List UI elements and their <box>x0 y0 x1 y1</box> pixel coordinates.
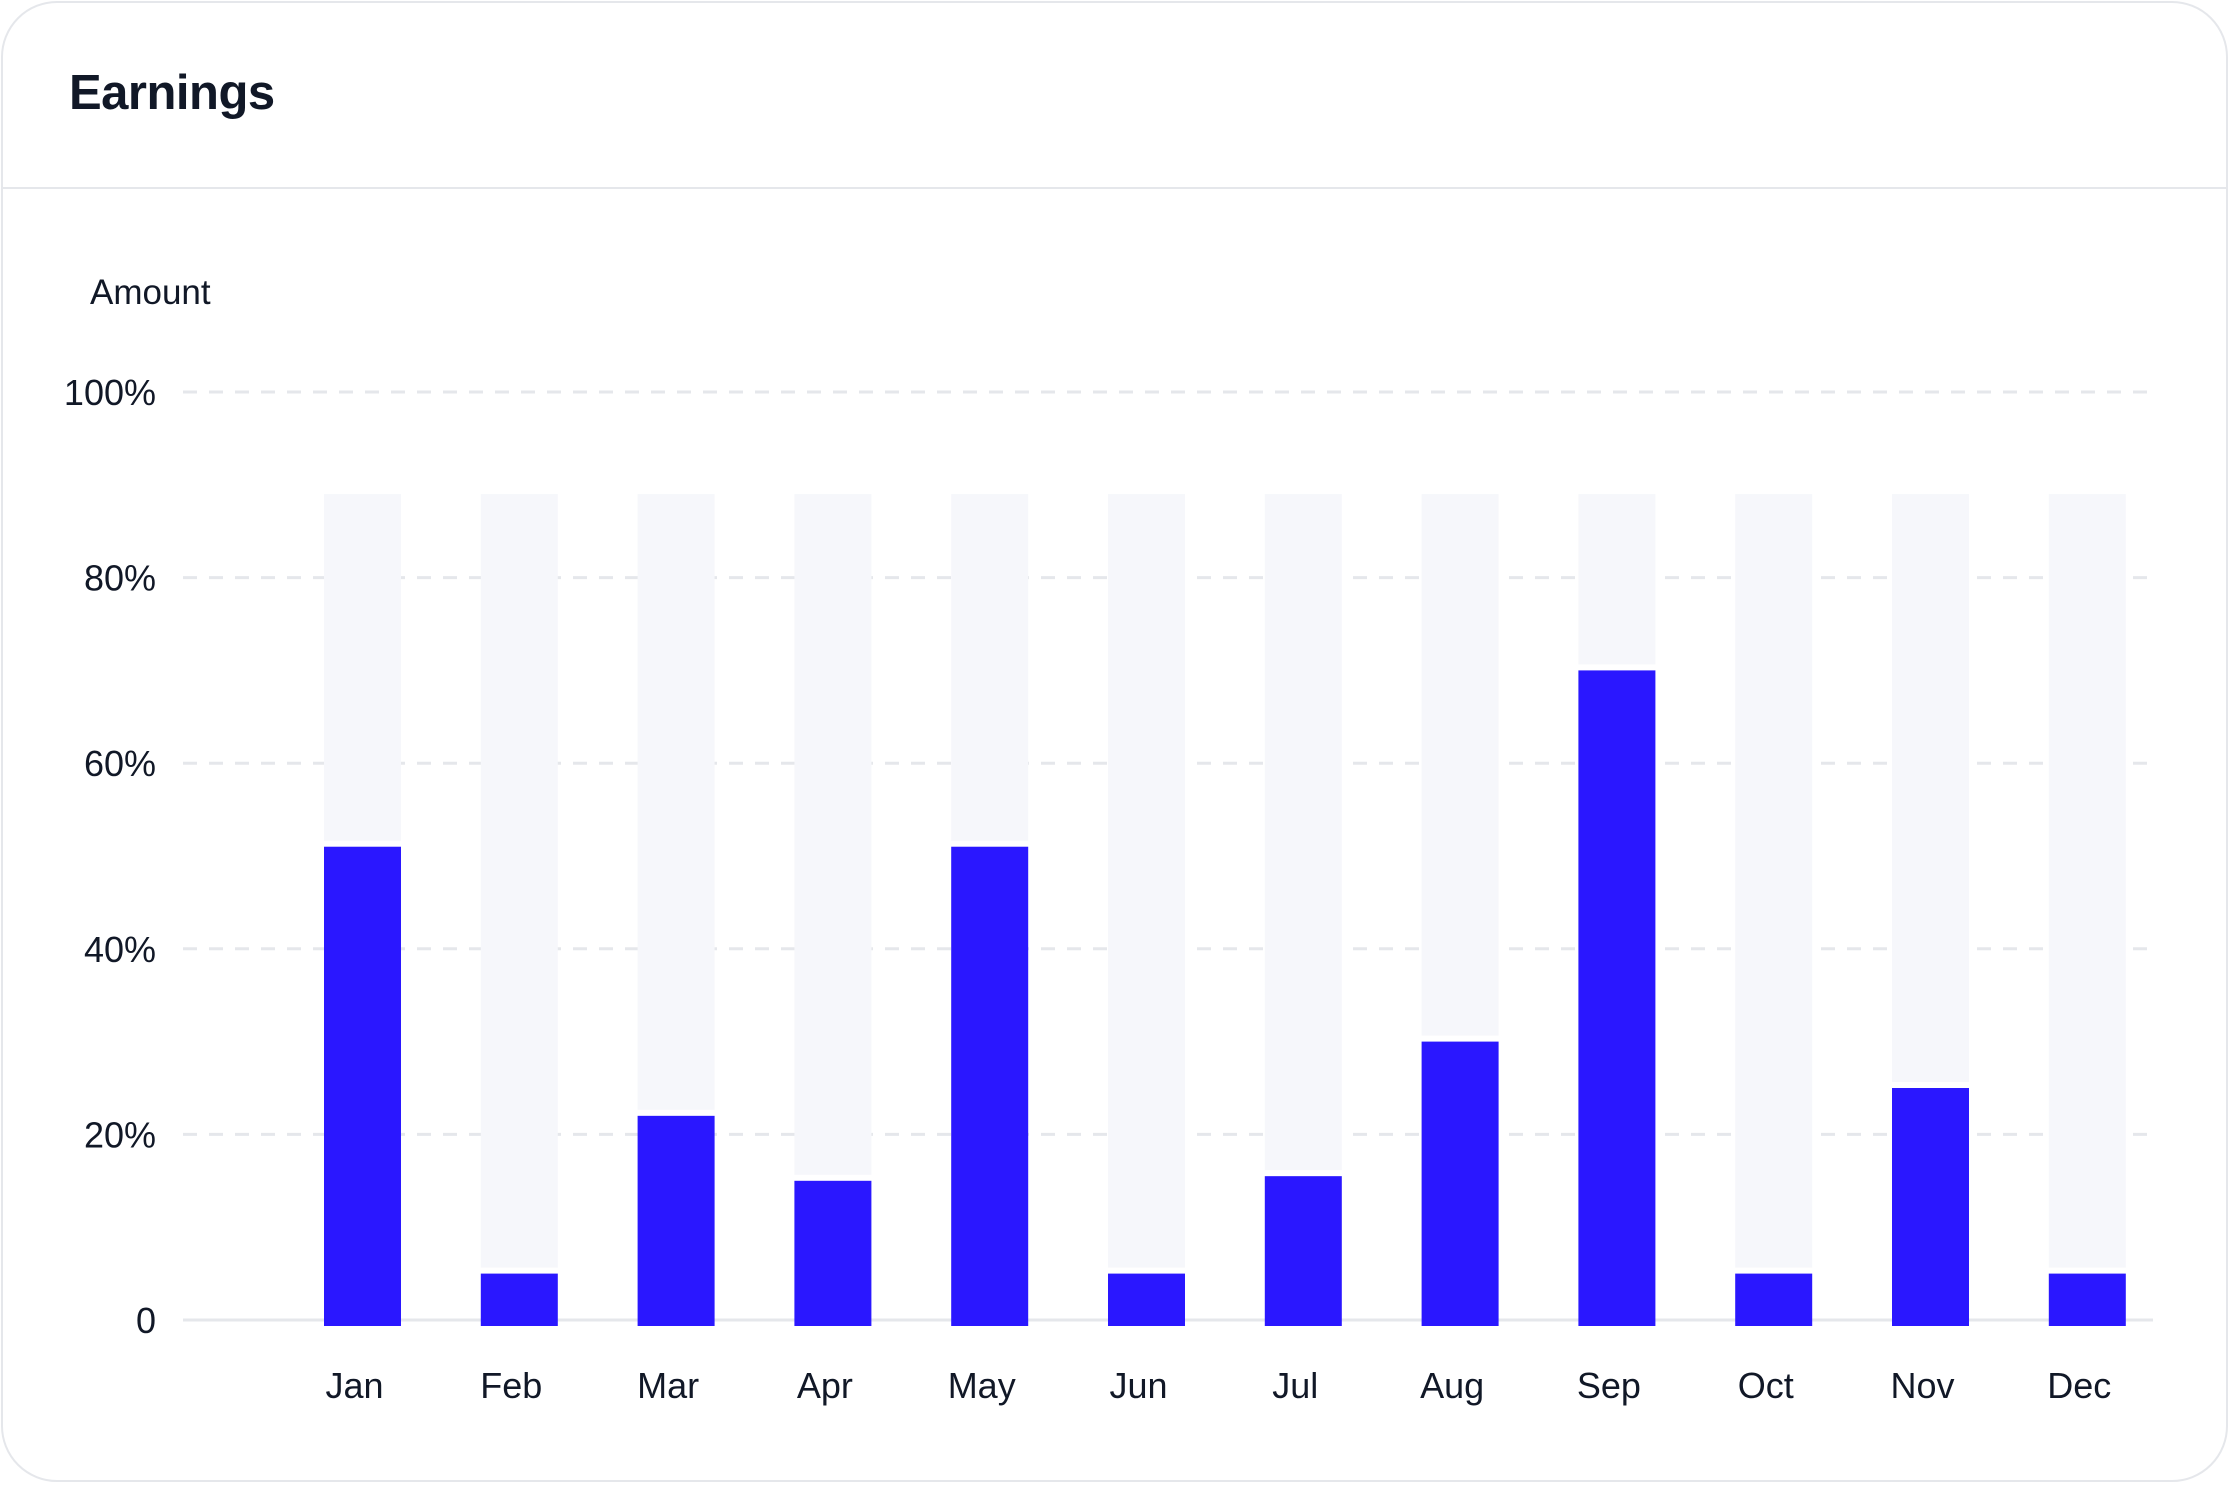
x-tick-label: Mar <box>637 1365 699 1406</box>
bar-track <box>1735 494 1813 1268</box>
bar-track <box>951 494 1029 841</box>
bar-track <box>1578 494 1656 665</box>
y-tick-label: 100% <box>64 372 156 413</box>
x-tick-label: Dec <box>2047 1365 2111 1406</box>
x-tick-label: Jul <box>1272 1365 1318 1406</box>
x-tick-label: Jun <box>1109 1365 1167 1406</box>
x-tick-label: Feb <box>480 1365 542 1406</box>
bar-track <box>480 494 558 1268</box>
bar-nov[interactable] <box>1892 1088 1969 1326</box>
x-tick-label: Aug <box>1420 1365 1484 1406</box>
bar-track <box>637 494 715 1110</box>
earnings-bar-chart: Amount 0 20% 40% 60% 80% 100% Jan Feb Mar Apr May… <box>64 273 2153 1406</box>
x-tick-label: Sep <box>1577 1365 1641 1406</box>
bar-track <box>1264 494 1342 1171</box>
bar-track <box>324 494 401 841</box>
bar-aug[interactable] <box>1421 1041 1499 1326</box>
x-tick-label: Nov <box>1890 1365 1954 1406</box>
bar-may[interactable] <box>951 846 1029 1326</box>
bar-dec[interactable] <box>2048 1273 2126 1326</box>
x-tick-label: Oct <box>1738 1365 1794 1406</box>
card-title: Earnings <box>69 66 275 120</box>
card-header: Earnings <box>3 3 2226 189</box>
bar-track <box>2048 494 2126 1268</box>
bar-mar[interactable] <box>637 1115 715 1326</box>
bar-track <box>794 494 872 1175</box>
bar-oct[interactable] <box>1735 1273 1813 1326</box>
x-tick-label: Jan <box>325 1365 383 1406</box>
bar-track <box>1108 494 1185 1268</box>
bar-sep[interactable] <box>1578 670 1656 1326</box>
bar-jul[interactable] <box>1264 1176 1342 1326</box>
y-tick-label: 40% <box>84 929 156 970</box>
x-tick-label: May <box>948 1365 1016 1406</box>
x-tick-label: Apr <box>797 1365 853 1406</box>
y-tick-label: 0 <box>136 1300 156 1341</box>
bar-track <box>1892 494 1969 1083</box>
bar-feb[interactable] <box>480 1273 558 1326</box>
y-axis-label: Amount <box>90 273 211 312</box>
bar-apr[interactable] <box>794 1180 872 1326</box>
y-tick-label: 80% <box>84 558 156 599</box>
bar-jan[interactable] <box>324 846 401 1326</box>
bar-track <box>1421 494 1499 1036</box>
bar-jun[interactable] <box>1108 1273 1185 1326</box>
y-tick-label: 20% <box>84 1114 156 1155</box>
y-tick-label: 60% <box>84 743 156 784</box>
